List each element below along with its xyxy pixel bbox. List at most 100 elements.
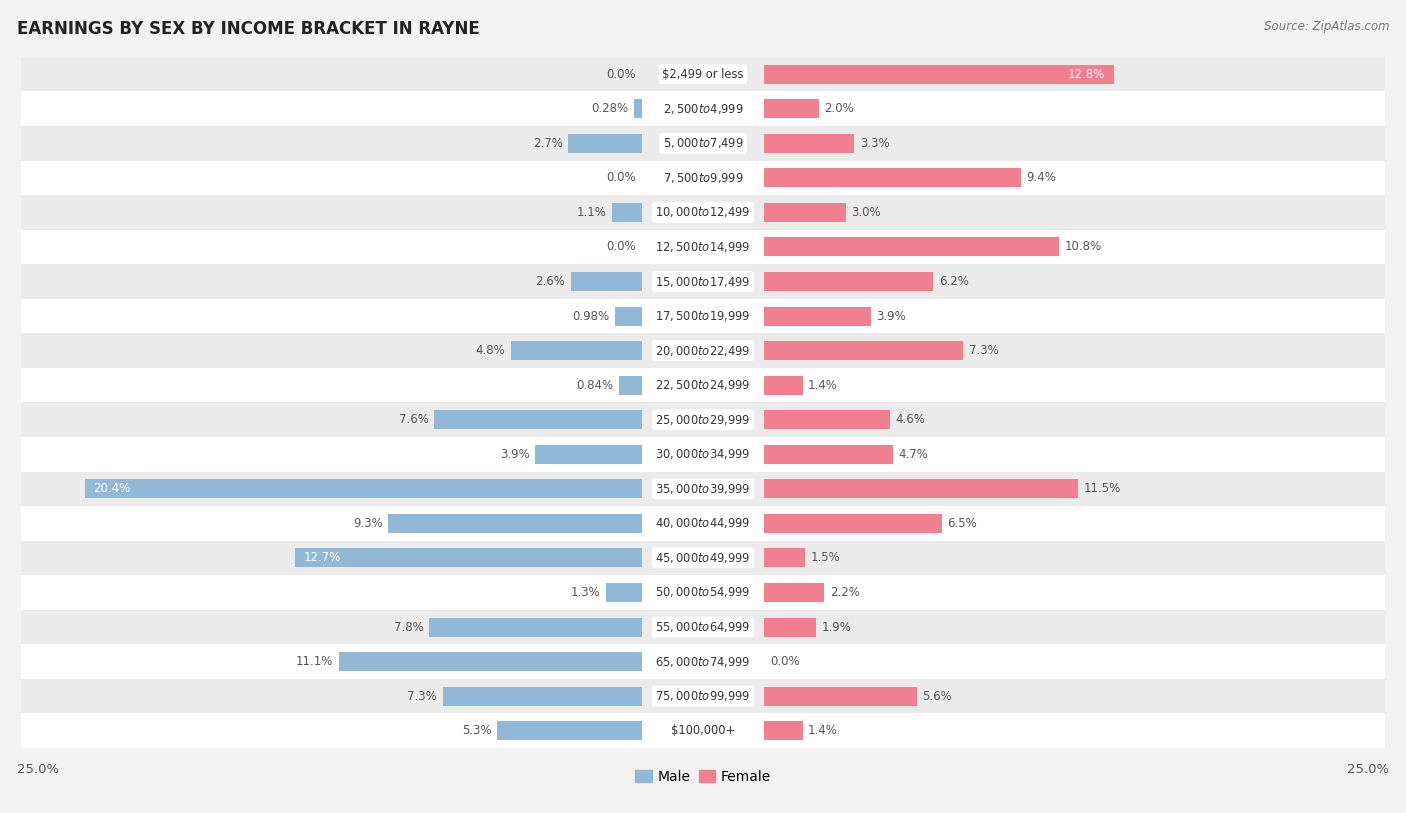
Bar	[21, 264, 1385, 298]
Text: 3.9%: 3.9%	[501, 448, 530, 461]
Bar	[765, 549, 806, 567]
Bar	[21, 679, 1385, 714]
Text: 11.5%: 11.5%	[1084, 482, 1121, 495]
Bar	[765, 376, 803, 394]
Bar	[21, 714, 1385, 748]
Text: 5.3%: 5.3%	[463, 724, 492, 737]
Text: $25,000 to $29,999: $25,000 to $29,999	[655, 413, 751, 427]
Text: 0.0%: 0.0%	[770, 655, 800, 668]
Bar	[765, 168, 1021, 187]
Bar	[21, 610, 1385, 644]
Bar	[21, 506, 1385, 541]
Bar	[86, 480, 641, 498]
Text: 4.6%: 4.6%	[896, 413, 925, 426]
Text: 1.3%: 1.3%	[571, 586, 600, 599]
Text: 7.3%: 7.3%	[408, 689, 437, 702]
Bar	[765, 307, 870, 325]
Bar	[21, 644, 1385, 679]
Text: 5.6%: 5.6%	[922, 689, 952, 702]
Bar	[765, 721, 803, 740]
Text: 25.0%: 25.0%	[1347, 763, 1389, 776]
Bar	[21, 402, 1385, 437]
Bar	[765, 99, 818, 118]
Bar	[388, 514, 641, 533]
Bar	[765, 411, 890, 429]
Text: 6.5%: 6.5%	[948, 517, 977, 530]
Bar	[536, 445, 641, 463]
Text: $50,000 to $54,999: $50,000 to $54,999	[655, 585, 751, 599]
Text: 0.28%: 0.28%	[592, 102, 628, 115]
Text: 9.4%: 9.4%	[1026, 172, 1056, 185]
Text: 2.7%: 2.7%	[533, 137, 562, 150]
Text: $55,000 to $64,999: $55,000 to $64,999	[655, 620, 751, 634]
Text: 1.4%: 1.4%	[808, 379, 838, 392]
Bar	[765, 480, 1078, 498]
Bar	[765, 203, 846, 222]
Text: $40,000 to $44,999: $40,000 to $44,999	[655, 516, 751, 530]
Text: 2.0%: 2.0%	[824, 102, 853, 115]
Text: $22,500 to $24,999: $22,500 to $24,999	[655, 378, 751, 392]
Bar	[571, 272, 641, 291]
Text: $20,000 to $22,499: $20,000 to $22,499	[655, 344, 751, 358]
Text: $65,000 to $74,999: $65,000 to $74,999	[655, 654, 751, 668]
Bar	[429, 618, 641, 637]
Bar	[510, 341, 641, 360]
Bar	[21, 437, 1385, 472]
Bar	[612, 203, 641, 222]
Text: 3.9%: 3.9%	[876, 310, 905, 323]
Text: $75,000 to $99,999: $75,000 to $99,999	[655, 689, 751, 703]
Text: 2.6%: 2.6%	[536, 275, 565, 288]
Text: 1.4%: 1.4%	[808, 724, 838, 737]
Bar	[765, 583, 824, 602]
Bar	[21, 298, 1385, 333]
Bar	[765, 65, 1114, 84]
Text: 4.7%: 4.7%	[898, 448, 928, 461]
Text: 20.4%: 20.4%	[93, 482, 131, 495]
Text: 2.2%: 2.2%	[830, 586, 859, 599]
Bar	[21, 91, 1385, 126]
Text: Source: ZipAtlas.com: Source: ZipAtlas.com	[1264, 20, 1389, 33]
Bar	[21, 126, 1385, 161]
Bar	[765, 618, 817, 637]
Bar	[21, 195, 1385, 229]
Bar	[21, 472, 1385, 506]
Text: $17,500 to $19,999: $17,500 to $19,999	[655, 309, 751, 323]
Text: $7,500 to $9,999: $7,500 to $9,999	[662, 171, 744, 185]
Text: 3.0%: 3.0%	[852, 206, 882, 219]
Text: $2,500 to $4,999: $2,500 to $4,999	[662, 102, 744, 115]
Bar	[614, 307, 641, 325]
Text: 0.98%: 0.98%	[572, 310, 609, 323]
Bar	[21, 367, 1385, 402]
Bar	[765, 687, 917, 706]
Text: 0.84%: 0.84%	[576, 379, 613, 392]
Bar	[634, 99, 641, 118]
Text: 7.6%: 7.6%	[399, 413, 429, 426]
Text: $30,000 to $34,999: $30,000 to $34,999	[655, 447, 751, 461]
Text: 0.0%: 0.0%	[606, 172, 636, 185]
Text: 3.3%: 3.3%	[860, 137, 890, 150]
Bar	[765, 272, 934, 291]
Text: $2,499 or less: $2,499 or less	[662, 67, 744, 80]
Text: 11.1%: 11.1%	[297, 655, 333, 668]
Text: 6.2%: 6.2%	[939, 275, 969, 288]
Text: 9.3%: 9.3%	[353, 517, 382, 530]
Bar	[21, 57, 1385, 91]
Text: 1.1%: 1.1%	[576, 206, 606, 219]
Text: 7.8%: 7.8%	[394, 620, 423, 633]
Text: 10.8%: 10.8%	[1064, 241, 1101, 254]
Bar	[568, 134, 641, 153]
Bar	[21, 333, 1385, 367]
Bar	[21, 229, 1385, 264]
Text: 7.3%: 7.3%	[969, 344, 998, 357]
Bar	[765, 134, 855, 153]
Text: 12.8%: 12.8%	[1069, 67, 1105, 80]
Text: EARNINGS BY SEX BY INCOME BRACKET IN RAYNE: EARNINGS BY SEX BY INCOME BRACKET IN RAY…	[17, 20, 479, 38]
Text: 12.7%: 12.7%	[304, 551, 340, 564]
Text: $5,000 to $7,499: $5,000 to $7,499	[662, 137, 744, 150]
Text: $12,500 to $14,999: $12,500 to $14,999	[655, 240, 751, 254]
Bar	[21, 576, 1385, 610]
Text: 0.0%: 0.0%	[606, 241, 636, 254]
Legend: Male, Female: Male, Female	[630, 764, 776, 789]
Bar	[295, 549, 641, 567]
Bar	[443, 687, 641, 706]
